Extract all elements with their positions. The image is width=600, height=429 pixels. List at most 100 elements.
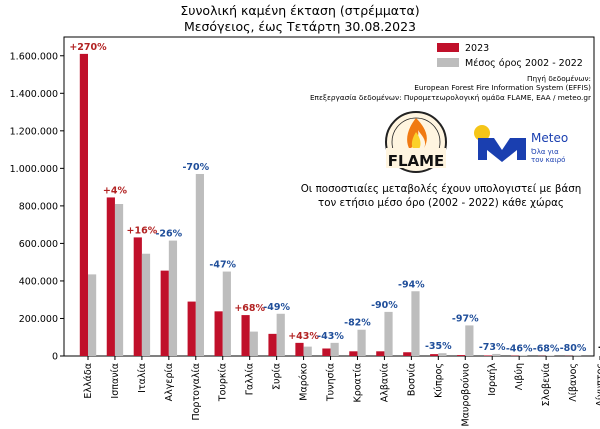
bar-2023 bbox=[295, 342, 304, 356]
x-category-label: Βοσνία bbox=[406, 363, 417, 396]
x-category-label: Ισπανία bbox=[110, 363, 121, 399]
flame-logo: FLAME bbox=[385, 111, 447, 173]
change-label: -35% bbox=[425, 341, 452, 352]
change-label: -49% bbox=[263, 302, 290, 313]
flame-text-bg bbox=[386, 148, 446, 168]
x-category-label: Λιβύη bbox=[514, 363, 525, 390]
bar-average bbox=[492, 353, 501, 356]
change-label: -26% bbox=[155, 229, 182, 240]
change-label: -97% bbox=[452, 313, 479, 324]
bar-average bbox=[384, 311, 393, 356]
bar-2023 bbox=[457, 355, 466, 356]
x-category-label: Γαλλία bbox=[245, 363, 256, 395]
chart-title: Συνολική καμένη έκταση (στρέμματα) bbox=[180, 3, 419, 18]
change-label: -82% bbox=[344, 318, 371, 329]
bar-average bbox=[546, 355, 555, 356]
x-category-label: Τουρκία bbox=[218, 363, 229, 402]
meteo-tagline-1: Όλα για bbox=[530, 148, 559, 156]
x-category-label: Μαρόκο bbox=[299, 363, 310, 401]
bar-average bbox=[303, 346, 312, 356]
x-category-label: Μαυροβούνιο bbox=[460, 363, 471, 427]
y-axis: 0 200.000 400.000 600.000 800.000 1.000.000 1.… bbox=[10, 51, 64, 363]
chart-subtitle: Μεσόγειος, έως Τετάρτη 30.08.2023 bbox=[184, 19, 416, 34]
y-tick-label: 400.000 bbox=[19, 276, 58, 287]
x-category-label: Σλοβενία bbox=[541, 363, 552, 406]
bar-2023 bbox=[376, 351, 385, 356]
bar-2023 bbox=[268, 333, 277, 356]
bar-2023 bbox=[349, 351, 358, 356]
source-line-2: European Forest Fire Information System … bbox=[414, 83, 591, 92]
bar-average bbox=[88, 274, 97, 356]
bar-2023 bbox=[160, 270, 169, 356]
bar-average bbox=[114, 204, 124, 356]
x-category-label: Συρία bbox=[272, 363, 283, 390]
x-category-label: Πορτογαλία bbox=[191, 363, 202, 421]
bars bbox=[79, 53, 582, 356]
sun-icon bbox=[474, 125, 490, 141]
change-label: -80% bbox=[560, 343, 587, 354]
change-label: -70% bbox=[182, 162, 209, 173]
bar-average bbox=[276, 313, 285, 356]
flame-logo-text: FLAME bbox=[388, 152, 445, 170]
bar-average bbox=[411, 291, 420, 356]
y-tick-label: 600.000 bbox=[19, 239, 58, 250]
x-category-label: Τυνησία bbox=[326, 363, 337, 402]
x-axis: Ελλάδα Ισπανία Ιταλία Αλγερία Πορτογαλία Τουρ… bbox=[83, 356, 600, 427]
meteo-tagline-2: τον καιρό bbox=[531, 156, 565, 164]
bar-2023 bbox=[241, 315, 250, 356]
bar-average bbox=[330, 342, 339, 356]
legend-label-2023: 2023 bbox=[465, 43, 489, 54]
y-tick-label: 1.200.000 bbox=[10, 126, 58, 137]
x-category-label: Ελλάδα bbox=[83, 363, 94, 399]
meteo-m-icon bbox=[478, 138, 526, 162]
x-category-label: Ιταλία bbox=[137, 363, 148, 393]
bar-average bbox=[168, 240, 178, 356]
bar-average bbox=[573, 355, 582, 356]
change-label: -73% bbox=[479, 342, 506, 353]
bar-2023 bbox=[187, 301, 196, 356]
bar-average bbox=[141, 253, 151, 356]
x-category-label: Κύπρος bbox=[433, 363, 444, 398]
meteo-name: Meteo bbox=[531, 131, 568, 145]
source-note: Πηγή δεδομένων: European Forest Fire Inf… bbox=[310, 74, 591, 102]
bar-average bbox=[357, 329, 366, 356]
change-labels: +270% +4% +16%-26% -70% -47% +68%-49% +43%-43%… bbox=[69, 42, 600, 355]
bar-average bbox=[465, 325, 474, 356]
source-line-1: Πηγή δεδομένων: bbox=[527, 74, 591, 83]
y-tick-label: 1.000.000 bbox=[10, 164, 58, 175]
bar-2023 bbox=[322, 348, 331, 356]
legend-swatch-average bbox=[437, 58, 459, 67]
x-category-label: Κροατία bbox=[352, 363, 363, 403]
bar-2023 bbox=[106, 197, 115, 356]
bar-2023 bbox=[214, 311, 223, 356]
x-category-label: Ισραήλ bbox=[487, 363, 498, 396]
x-category-label: Λίβανος bbox=[568, 363, 579, 402]
bar-2023 bbox=[403, 352, 412, 356]
change-label: +43% bbox=[288, 331, 319, 342]
change-label: -68% bbox=[533, 343, 560, 354]
bar-2023 bbox=[133, 237, 142, 356]
change-label: - bbox=[598, 342, 600, 353]
legend: 2023 Μέσος όρος 2002 - 2022 bbox=[437, 43, 583, 69]
legend-swatch-2023 bbox=[437, 43, 459, 52]
note-line-2: τον ετήσιο μέσο όρο (2002 - 2022) κάθε χ… bbox=[318, 197, 564, 209]
x-category-label: Αλγερία bbox=[164, 363, 175, 401]
x-category-label: Αλβανία bbox=[379, 363, 390, 402]
change-label: +270% bbox=[69, 42, 107, 53]
y-tick-label: 1.400.000 bbox=[10, 89, 58, 100]
bar-2023 bbox=[484, 355, 493, 356]
change-label: -90% bbox=[371, 300, 398, 311]
bar-2023 bbox=[430, 354, 439, 356]
source-line-3: Επεξεργασία δεδομένων: Πυρομετεωρολογική… bbox=[310, 93, 591, 102]
bar-average bbox=[222, 271, 231, 356]
legend-label-average: Μέσος όρος 2002 - 2022 bbox=[465, 58, 583, 69]
bar-2023 bbox=[79, 53, 88, 356]
y-tick-label: 200.000 bbox=[19, 314, 58, 325]
change-label: +68% bbox=[234, 303, 265, 314]
bar-average bbox=[249, 331, 258, 356]
change-label: +16% bbox=[127, 225, 158, 236]
change-label: -47% bbox=[209, 260, 236, 271]
y-tick-label: 800.000 bbox=[19, 201, 58, 212]
y-tick-label: 0 bbox=[52, 352, 58, 363]
